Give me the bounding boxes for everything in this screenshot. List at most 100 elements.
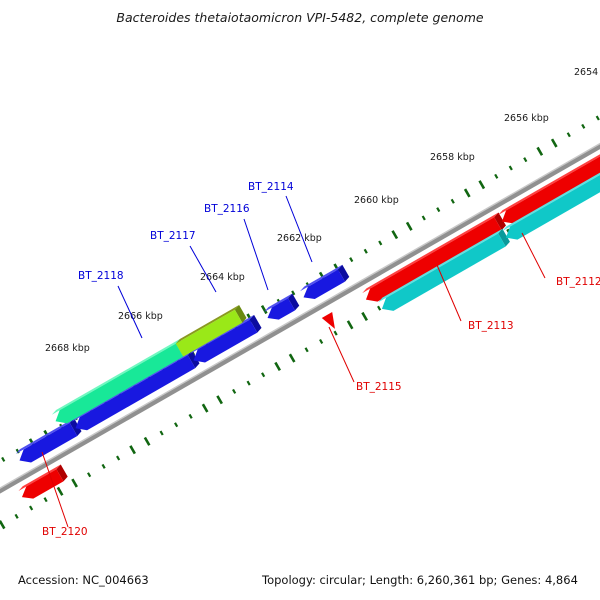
- gene-bar-bt2114: [300, 264, 350, 299]
- axis-tick-label: 2660 kbp: [354, 195, 399, 206]
- bar-top-face: [264, 293, 293, 312]
- axis-tick-label: 2668 kbp: [45, 343, 90, 354]
- gene-bar-bt2120: [18, 464, 68, 499]
- tick-mark: [349, 257, 354, 263]
- tick-mark: [29, 505, 34, 511]
- tick-mark: [319, 338, 324, 344]
- tick-mark: [14, 513, 19, 519]
- page-title: Bacteroides thetaiotaomicron VPI-5482, c…: [116, 10, 483, 25]
- leader-line-bt-2115: [328, 326, 355, 383]
- tick-mark: [478, 180, 486, 190]
- feature-label-bt-2118[interactable]: BT_2118: [78, 270, 124, 282]
- bar-end-cap: [187, 350, 200, 369]
- feature-label-bt-2114[interactable]: BT_2114: [248, 181, 294, 193]
- feature-label-bt-2116[interactable]: BT_2116: [204, 203, 250, 215]
- axis-tick-label: 2664 kbp: [200, 272, 245, 283]
- bar-top-face: [378, 228, 503, 303]
- tick-mark: [260, 305, 268, 315]
- tick-mark: [56, 486, 64, 496]
- bar-end-cap: [249, 314, 262, 333]
- bar-end-cap: [69, 418, 82, 436]
- tick-mark: [216, 395, 223, 405]
- tick-mark: [361, 311, 368, 322]
- tick-mark: [391, 230, 399, 240]
- bar-front-face: [381, 233, 506, 311]
- tick-mark: [363, 248, 368, 254]
- tick-mark: [0, 520, 6, 530]
- tick-mark: [523, 157, 528, 163]
- bar-front-face: [365, 217, 502, 302]
- bar-end-cap: [56, 464, 68, 482]
- feature-label-bt-2115[interactable]: BT_2115: [356, 381, 402, 393]
- bar-front-face: [75, 355, 196, 431]
- axis-tick-label: 2666 kbp: [118, 311, 163, 322]
- tick-mark: [188, 413, 193, 419]
- gene-bar-bt2117: [175, 304, 247, 357]
- tick-mark: [566, 132, 571, 138]
- axis-tick-label: 2654 kbp: [574, 67, 600, 78]
- bar-front-face: [303, 269, 346, 299]
- gene-bar-bt2112: [498, 154, 600, 224]
- tick-mark: [129, 445, 136, 455]
- leader-line-bt-2112: [521, 232, 546, 279]
- tick-mark: [378, 240, 383, 246]
- bar-front-face: [55, 343, 184, 424]
- tick-mark: [595, 115, 600, 121]
- tick-mark: [87, 472, 92, 478]
- feature-label-bt-2113[interactable]: BT_2113: [468, 320, 514, 332]
- feature-label-bt-2120[interactable]: BT_2120: [42, 526, 88, 538]
- axis-backbone: [0, 142, 600, 494]
- tick-mark: [274, 361, 281, 371]
- bar-front-face: [21, 469, 64, 499]
- gene-bar-bt2115: [321, 312, 335, 329]
- tick-mark: [436, 207, 441, 213]
- bar-front-face: [505, 174, 600, 240]
- bar-end-cap: [498, 228, 510, 247]
- bar-end-cap: [288, 293, 300, 311]
- genome-stats-label: Topology: circular; Length: 6,260,361 bp…: [261, 573, 578, 587]
- axis-tick-label: 2662 kbp: [277, 233, 322, 244]
- tick-mark: [405, 221, 413, 231]
- accession-label: Accession: NC_004663: [18, 573, 149, 587]
- bar-top-face: [300, 264, 343, 292]
- feature-label-bt-2117[interactable]: BT_2117: [150, 230, 196, 242]
- tick-mark: [201, 403, 209, 413]
- axis-tick-label: 2658 kbp: [430, 152, 475, 163]
- bar-top-face: [15, 418, 75, 454]
- gene-bar-bt2112c: [502, 172, 600, 240]
- tick-mark: [291, 290, 296, 296]
- tick-mark: [304, 347, 309, 353]
- bar-top-face: [498, 154, 600, 215]
- bar-front-face: [267, 298, 296, 320]
- gene-bar-bt2113r: [362, 212, 506, 302]
- gene-bar-bt2116: [264, 293, 300, 320]
- bar-end-cap: [234, 304, 247, 323]
- gene-bar-bt2119a: [15, 418, 82, 463]
- leader-line-bt-2113: [436, 264, 462, 322]
- bar-end-cap: [338, 264, 350, 282]
- bar-front-face: [193, 319, 258, 363]
- tick-mark: [261, 372, 266, 378]
- tick-mark: [494, 173, 499, 179]
- bar-front-face: [175, 309, 243, 357]
- tick-mark: [71, 478, 78, 488]
- gene-bar-bt2113: [378, 228, 510, 311]
- bar-top-face: [18, 464, 61, 492]
- tick-mark: [550, 138, 558, 148]
- leader-line-bt-2118: [117, 285, 143, 339]
- tick-mark: [346, 320, 354, 330]
- tick-mark: [159, 430, 164, 436]
- tick-mark: [536, 146, 544, 156]
- map-body: 2654 kbp 2656 kbp 2658 kbp 2660 kbp 2662 kbp…: [0, 67, 600, 538]
- bar-front-face: [19, 422, 78, 463]
- bar-top-face: [175, 304, 240, 344]
- feature-label-bt-2112[interactable]: BT_2112: [556, 276, 600, 288]
- tick-mark: [377, 305, 382, 311]
- tick-mark: [421, 215, 426, 221]
- bar-top-face: [502, 172, 600, 232]
- tick-mark: [581, 123, 586, 129]
- bar-top-face: [362, 212, 499, 294]
- tick-mark: [116, 455, 121, 461]
